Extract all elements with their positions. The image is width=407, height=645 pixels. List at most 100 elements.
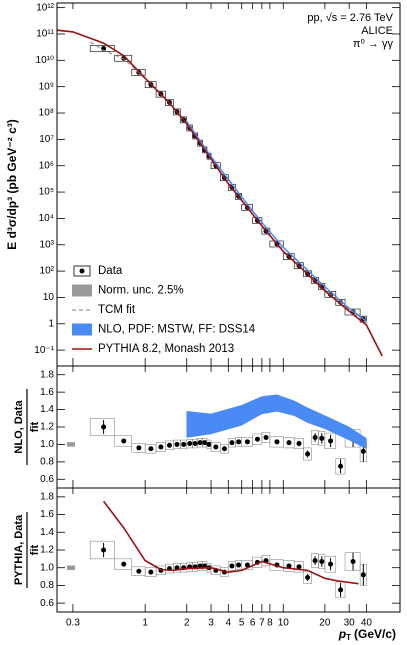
x-tick-label: 40: [361, 618, 373, 629]
x-tick-label: 7: [259, 618, 265, 629]
y-tick-label: 10⁶: [39, 160, 54, 171]
y-tick-label: 1.4: [40, 404, 54, 415]
y-tick-label: 0.6: [40, 474, 54, 485]
y-tick-label: 10⁷: [39, 134, 54, 145]
sys-box: [303, 571, 312, 584]
data-point: [244, 439, 250, 445]
data-point: [101, 547, 107, 553]
data-point: [192, 441, 198, 447]
plot-area: [67, 500, 367, 599]
y-tick-label: 1: [48, 318, 54, 329]
legend-label: Data: [98, 265, 123, 277]
data-point: [274, 439, 280, 445]
y-tick-label: 10¹²: [36, 2, 54, 13]
data-point: [187, 441, 193, 447]
tcm-fit: [89, 41, 367, 322]
y-tick-label: 10⁹: [39, 81, 54, 92]
legend-band: [72, 323, 92, 336]
sys-box: [269, 240, 284, 248]
sys-box: [165, 99, 174, 106]
x-tick-label: 30: [344, 618, 356, 629]
data-point: [360, 572, 366, 578]
x-tick-label: 4: [226, 618, 232, 629]
data-point: [202, 440, 208, 446]
data-point: [236, 562, 242, 568]
x-axis-label: pT (GeV/c): [338, 627, 396, 642]
data-point: [263, 434, 269, 440]
sys-box: [144, 81, 157, 88]
y-tick-label: 1.8: [40, 491, 54, 502]
x-tick-label: 3: [208, 618, 214, 629]
data-point: [101, 424, 107, 430]
y-axis-label-num: PYTHIA, Data: [13, 514, 25, 585]
nlo-band: [186, 394, 367, 450]
sys-box: [344, 308, 361, 316]
sys-box: [114, 435, 133, 447]
data-point: [305, 574, 311, 580]
y-tick-label: 10⁵: [39, 187, 54, 198]
sys-box: [220, 444, 229, 454]
x-tick-label: 6: [250, 618, 256, 629]
data-point: [328, 561, 334, 567]
pythia-curve: [102, 500, 359, 585]
data-point: [312, 434, 318, 440]
data-point: [350, 559, 356, 565]
data-point: [244, 562, 250, 568]
data-point: [286, 563, 292, 569]
data-point: [360, 448, 366, 454]
data-point: [319, 435, 325, 441]
legend-dot: [79, 268, 85, 274]
y-axis-label-num: NLO, Data: [13, 400, 25, 454]
sys-box: [89, 418, 115, 436]
norm-unc-box: [67, 442, 75, 447]
y-tick-label: 1.6: [40, 387, 54, 398]
x-label-symbol: p: [338, 627, 346, 641]
legend-label: Norm. unc. 2.5%: [98, 285, 184, 297]
data-point: [338, 463, 344, 469]
data-point: [236, 439, 242, 445]
data-point: [158, 444, 164, 450]
annotation: π⁰ → γγ: [353, 38, 394, 50]
sys-box: [89, 540, 115, 560]
y-tick-label: 10³: [40, 239, 55, 250]
y-axis-label: E d³σ/dp³ (pb GeV⁻² c³): [5, 119, 19, 250]
data-point: [338, 587, 344, 593]
pythia-curve: [57, 29, 383, 357]
x-tick-label: 20: [319, 618, 331, 629]
data-point: [312, 558, 318, 564]
annotation: ALICE: [361, 25, 393, 37]
y-tick-label: 1.0: [40, 439, 54, 450]
data-point: [296, 564, 302, 570]
data-point: [229, 440, 235, 446]
sys-box: [324, 555, 337, 573]
y-tick-label: 1.6: [40, 509, 54, 520]
data-point: [254, 436, 260, 442]
x-tick-label: 2: [184, 618, 190, 629]
sys-box: [114, 558, 133, 570]
y-tick-label: 1.4: [40, 527, 54, 538]
data-point: [166, 442, 172, 448]
x-tick-label: 10: [278, 618, 290, 629]
legend-label: TCM fit: [98, 304, 136, 316]
plot-area: [67, 394, 367, 475]
nlo-band: [186, 119, 367, 323]
y-tick-label: 0.6: [40, 598, 54, 609]
x-tick-label: 0.3: [66, 618, 80, 629]
y-tick-label: 0.8: [40, 580, 54, 591]
legend-box: [73, 265, 91, 277]
data-point: [221, 446, 227, 452]
data-point: [121, 438, 127, 444]
data-point: [296, 441, 302, 447]
sys-box: [303, 447, 312, 461]
y-tick-label: 1.2: [40, 422, 54, 433]
sys-box: [173, 108, 181, 116]
data-point: [181, 441, 187, 447]
data-point: [213, 444, 219, 450]
sys-box: [335, 458, 346, 475]
y-tick-label: 1.2: [40, 545, 54, 556]
y-tick-label: 10²: [40, 266, 55, 277]
data-point: [121, 561, 127, 567]
data-point: [197, 440, 203, 446]
x-tick-label: 8: [267, 618, 273, 629]
